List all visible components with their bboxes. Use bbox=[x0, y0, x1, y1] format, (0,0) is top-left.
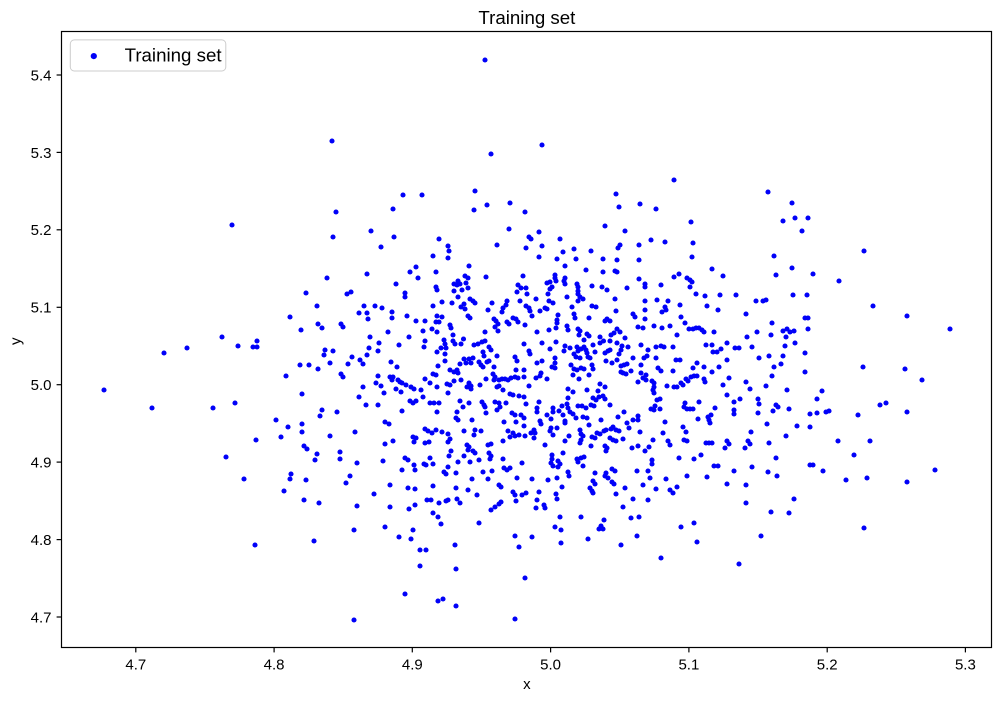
svg-text:5.3: 5.3 bbox=[955, 656, 976, 673]
svg-text:4.8: 4.8 bbox=[264, 656, 285, 673]
svg-text:5.0: 5.0 bbox=[540, 656, 561, 673]
svg-text:Training set: Training set bbox=[478, 7, 576, 28]
svg-text:5.0: 5.0 bbox=[31, 377, 52, 394]
svg-text:4.7: 4.7 bbox=[31, 609, 52, 626]
svg-text:Training set: Training set bbox=[125, 45, 223, 66]
svg-text:y: y bbox=[8, 337, 25, 345]
svg-text:4.9: 4.9 bbox=[402, 656, 423, 673]
svg-text:4.7: 4.7 bbox=[125, 656, 146, 673]
svg-text:5.1: 5.1 bbox=[31, 300, 52, 317]
svg-text:5.3: 5.3 bbox=[31, 145, 52, 162]
svg-text:x: x bbox=[523, 676, 531, 693]
svg-text:5.1: 5.1 bbox=[678, 656, 699, 673]
svg-text:4.8: 4.8 bbox=[31, 532, 52, 549]
svg-text:5.4: 5.4 bbox=[31, 67, 52, 84]
svg-text:5.2: 5.2 bbox=[31, 222, 52, 239]
svg-text:4.9: 4.9 bbox=[31, 455, 52, 472]
svg-text:5.2: 5.2 bbox=[817, 656, 838, 673]
